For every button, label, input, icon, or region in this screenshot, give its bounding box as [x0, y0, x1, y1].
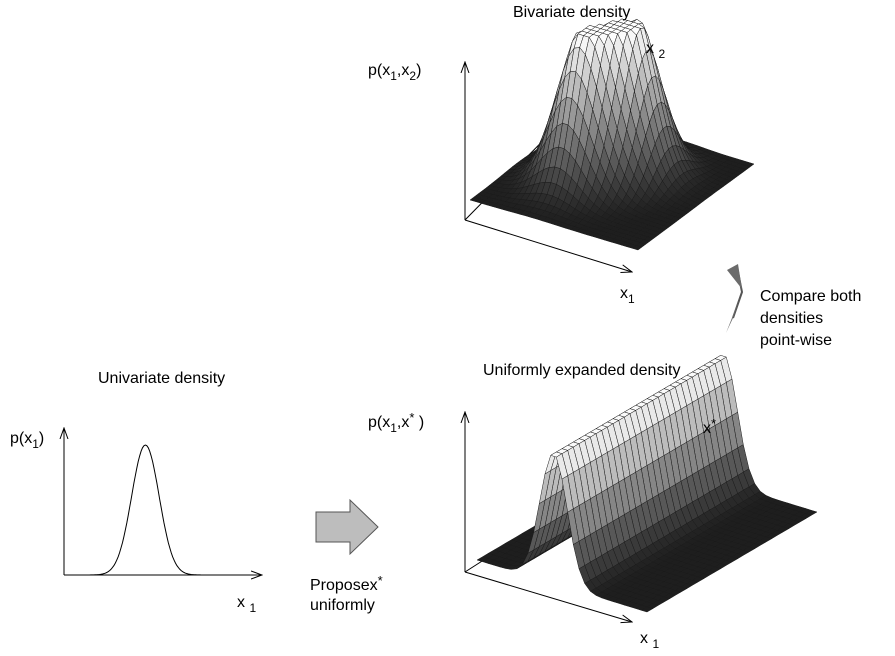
surface-cell: [631, 245, 643, 251]
univariate-density-curve: [68, 444, 240, 576]
compare-arrow-down-icon: [726, 300, 739, 333]
expanded-z-label: p(x1,x* ): [368, 410, 425, 435]
expanded-title: Uniformly expanded density: [483, 362, 681, 379]
expanded-x1-label: x 1: [640, 630, 660, 651]
bivariate-x1-label: x1: [620, 285, 635, 306]
bivariate-x1-axis: [464, 219, 632, 272]
univariate-axes: [64, 428, 262, 575]
bivariate-z-label: p(x1,x2): [368, 62, 422, 83]
expanded-x1-axis: [464, 571, 632, 622]
compare-arrow-up-icon: [727, 264, 742, 289]
surface-cell: [640, 606, 654, 613]
propose-text: Proposex* uniformly: [310, 573, 383, 614]
univariate-x-label: x 1: [237, 594, 257, 615]
bivariate-x2-label: x 2: [646, 40, 666, 61]
expanded-surface: [476, 354, 818, 613]
univariate-y-label: p(x1): [10, 430, 45, 451]
expanded-xstar-label: x*: [703, 416, 717, 437]
propose-arrow-icon: [315, 498, 379, 556]
bivariate-surface: [469, 18, 755, 251]
compare-arrows: [726, 264, 744, 333]
compare-text: Compare both densities point-wise: [760, 288, 862, 349]
univariate-title: Univariate density: [98, 370, 226, 387]
bivariate-title: Bivariate density: [513, 4, 631, 21]
